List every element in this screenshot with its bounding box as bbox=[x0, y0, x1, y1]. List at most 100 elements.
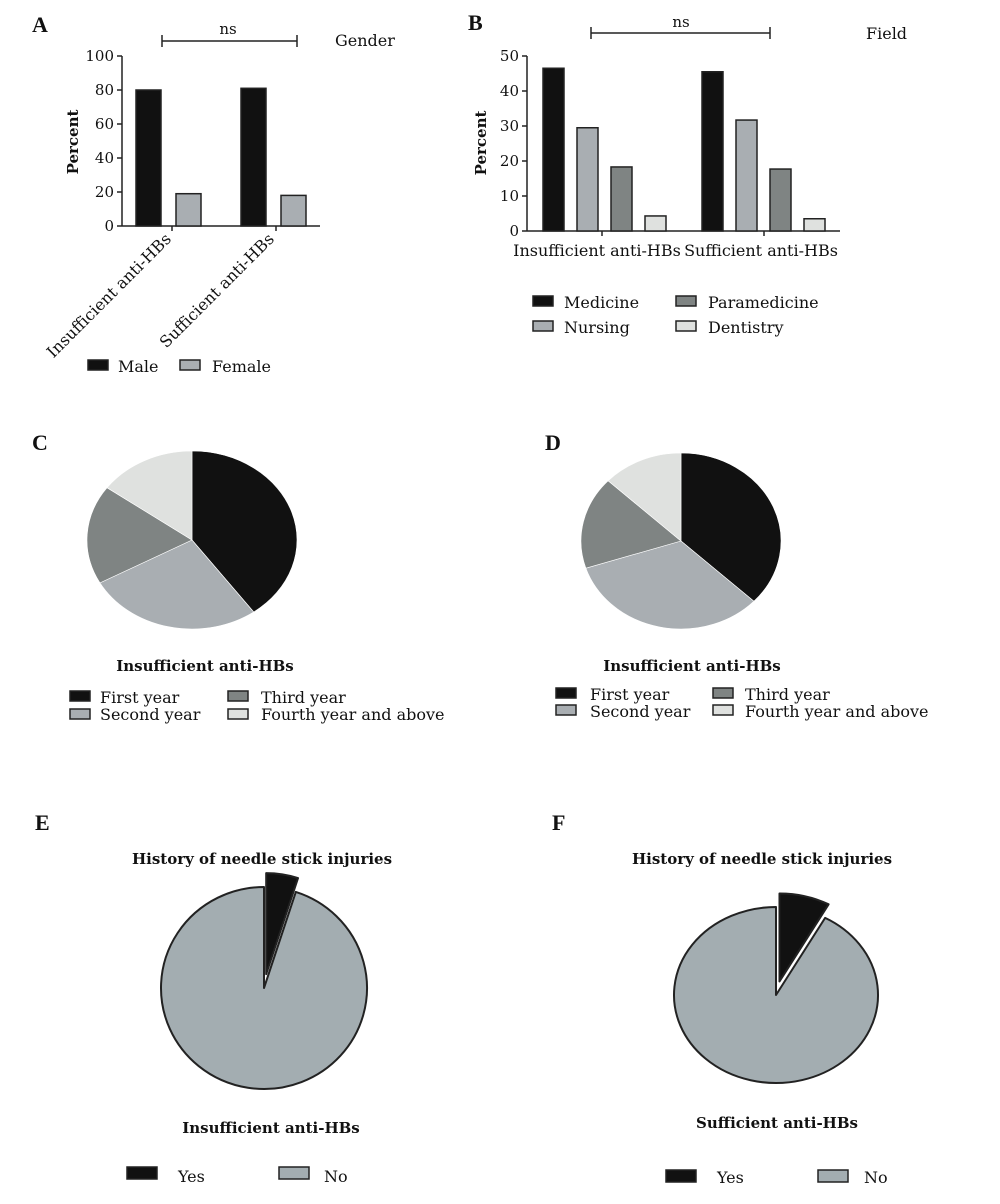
legend-label-nursing: Nursing bbox=[564, 318, 630, 337]
legend: Yes No bbox=[126, 1166, 348, 1186]
panel-a-gender-bar-chart: A Percent Gender ns 0 20 40 60 80 100 Insuffi… bbox=[32, 12, 395, 376]
legend-title: Gender bbox=[335, 31, 395, 50]
pie-slice-fourth-year-and-above bbox=[607, 452, 682, 542]
pie-title: History of needle stick injuries bbox=[632, 850, 892, 868]
y-tick-label: 20 bbox=[500, 152, 519, 170]
pie-slice-third-year bbox=[86, 487, 193, 584]
legend-label-no: No bbox=[864, 1168, 888, 1187]
bar-male-sufficient-anti-hbs bbox=[240, 87, 267, 227]
legend-swatch-yes bbox=[665, 1169, 697, 1183]
y-axis-label: Percent bbox=[472, 111, 490, 176]
legend-label-female: Female bbox=[212, 357, 271, 376]
pie-slices bbox=[86, 450, 298, 630]
y-tick-label: 80 bbox=[95, 81, 114, 99]
panel-letter-a: A bbox=[32, 12, 48, 37]
y-tick-label: 10 bbox=[500, 187, 519, 205]
bar-nursing-insufficient-anti-hbs bbox=[576, 127, 599, 232]
pie-slice-third-year bbox=[580, 480, 682, 569]
legend-swatch-female bbox=[179, 359, 201, 371]
significance-label: ns bbox=[219, 20, 236, 38]
legend-swatch-third-year bbox=[227, 690, 249, 702]
pie-slice-first-year bbox=[680, 452, 782, 602]
bar-medicine-insufficient-anti-hbs bbox=[542, 67, 565, 232]
legend-swatch-medicine bbox=[532, 295, 554, 307]
pie-slice-yes bbox=[778, 892, 830, 983]
y-tick-label: 50 bbox=[500, 47, 519, 65]
pie-subtitle: Sufficient anti-HBs bbox=[696, 1114, 858, 1132]
legend-swatch-third-year bbox=[712, 687, 734, 699]
legend-swatch-fourth-year bbox=[712, 704, 734, 716]
panel-letter-c: C bbox=[32, 430, 48, 455]
category-label: Sufficient anti-HBs bbox=[156, 229, 278, 351]
legend-swatch-no bbox=[817, 1169, 849, 1183]
category-label: Insufficient anti-HBs bbox=[513, 241, 681, 260]
y-tick-label: 100 bbox=[85, 47, 114, 65]
legend-swatch-first-year bbox=[555, 687, 577, 699]
pie-slices bbox=[160, 872, 368, 1090]
y-tick-label: 0 bbox=[104, 217, 114, 235]
legend-label-second-year: Second year bbox=[590, 702, 691, 721]
category-labels: Insufficient anti-HBs Sufficient anti-HB… bbox=[43, 229, 278, 361]
panel-letter-d: D bbox=[545, 430, 561, 455]
pie-slices bbox=[673, 892, 879, 1084]
legend-label-dentistry: Dentistry bbox=[708, 318, 783, 337]
pie-slice-second-year bbox=[99, 539, 255, 630]
legend-swatch-no bbox=[278, 1166, 310, 1180]
legend: First year Second year Third year Fourth… bbox=[69, 688, 445, 724]
category-label: Sufficient anti-HBs bbox=[684, 241, 838, 260]
legend-label-yes: Yes bbox=[177, 1167, 205, 1186]
pie-slice-no bbox=[673, 906, 879, 1084]
legend-swatch-second-year bbox=[555, 704, 577, 716]
bar-medicine-sufficient-anti-hbs bbox=[701, 71, 724, 232]
legend-label-medicine: Medicine bbox=[564, 293, 639, 312]
axes: 0 20 40 60 80 100 bbox=[85, 35, 320, 235]
legend-swatch-nursing bbox=[532, 320, 554, 332]
legend-swatch-first-year bbox=[69, 690, 91, 702]
legend-label-paramedicine: Paramedicine bbox=[708, 293, 819, 312]
legend-swatch-paramedicine bbox=[675, 295, 697, 307]
legend-label-fourth-year: Fourth year and above bbox=[261, 705, 445, 724]
pie-title: History of needle stick injuries bbox=[132, 850, 392, 868]
y-tick-label: 30 bbox=[500, 117, 519, 135]
bars bbox=[542, 67, 826, 232]
pie-slice-no bbox=[160, 886, 368, 1090]
legend: Medicine Paramedicine Nursing Dentistry bbox=[532, 293, 819, 337]
legend: First year Second year Third year Fourth… bbox=[555, 685, 929, 721]
legend-swatch-male bbox=[87, 359, 109, 371]
legend-title: Field bbox=[866, 24, 907, 43]
bar-paramedicine-insufficient-anti-hbs bbox=[610, 166, 633, 232]
bar-paramedicine-sufficient-anti-hbs bbox=[769, 168, 792, 232]
y-tick-label: 60 bbox=[95, 115, 114, 133]
significance-label: ns bbox=[672, 13, 689, 31]
legend-label-second-year: Second year bbox=[100, 705, 201, 724]
y-tick-label: 20 bbox=[95, 183, 114, 201]
y-axis-label: Percent bbox=[64, 110, 82, 175]
panel-e-needlestick-pie-chart: E History of needle stick injuries Insuf… bbox=[35, 810, 392, 1186]
y-tick-label: 40 bbox=[95, 149, 114, 167]
bar-female-insufficient-anti-hbs bbox=[175, 192, 202, 227]
pie-slice-second-year bbox=[585, 540, 755, 630]
legend-swatch-second-year bbox=[69, 708, 91, 720]
panel-d-year-pie-chart: D Insufficient anti-HBs First year Secon… bbox=[545, 430, 929, 721]
y-tick-label: 40 bbox=[500, 82, 519, 100]
pie-slice-yes bbox=[265, 872, 300, 976]
pie-subtitle: Insufficient anti-HBs bbox=[182, 1119, 360, 1137]
category-labels: Insufficient anti-HBs Sufficient anti-HB… bbox=[513, 241, 838, 260]
panel-letter-f: F bbox=[552, 810, 565, 835]
legend-label-yes: Yes bbox=[716, 1168, 744, 1187]
legend-swatch-yes bbox=[126, 1166, 158, 1180]
bar-dentistry-sufficient-anti-hbs bbox=[803, 218, 826, 232]
y-tick-label: 0 bbox=[509, 222, 519, 240]
legend-label-first-year: First year bbox=[590, 685, 670, 704]
legend-label-third-year: Third year bbox=[261, 688, 346, 707]
bar-male-insufficient-anti-hbs bbox=[135, 89, 162, 227]
panel-f-needlestick-pie-chart: F History of needle stick injuries Suffi… bbox=[552, 810, 892, 1187]
pie-slice-first-year bbox=[191, 450, 298, 613]
legend: Male Female bbox=[87, 357, 271, 376]
legend-label-fourth-year: Fourth year and above bbox=[745, 702, 929, 721]
legend: Yes No bbox=[665, 1168, 888, 1187]
pie-title: Insufficient anti-HBs bbox=[603, 657, 781, 675]
legend-label-third-year: Third year bbox=[745, 685, 830, 704]
category-label: Insufficient anti-HBs bbox=[43, 229, 175, 361]
